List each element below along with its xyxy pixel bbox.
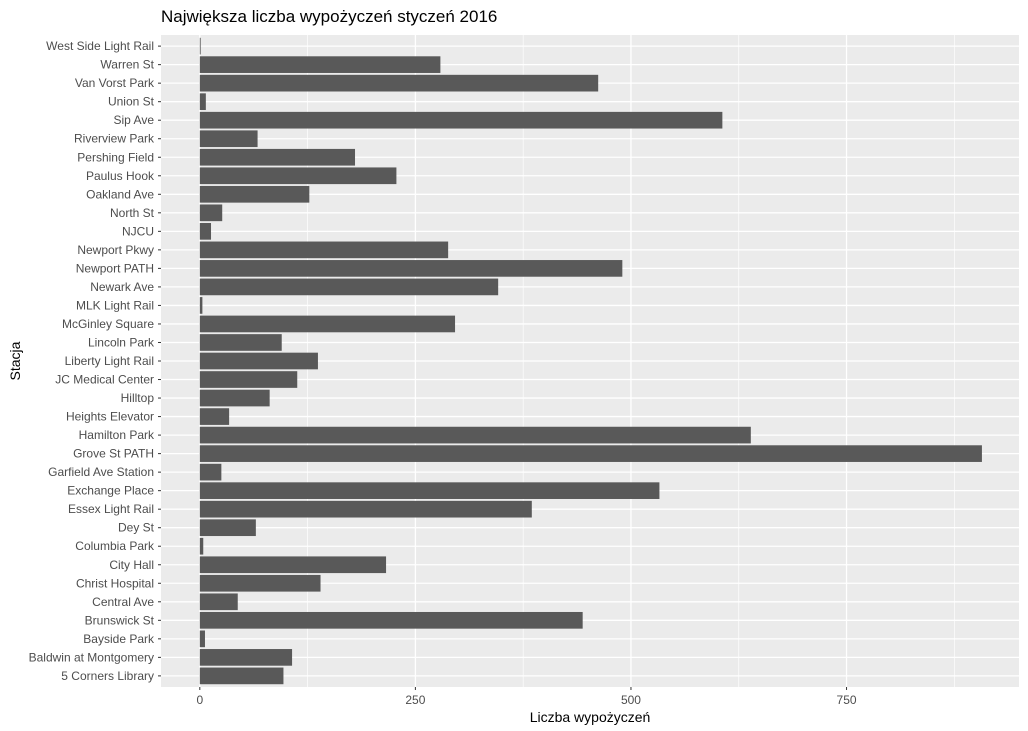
bar: [199, 297, 203, 314]
y-tick-label: Newport PATH: [76, 261, 154, 275]
bar: [199, 334, 282, 351]
y-tick-label: Bayside Park: [83, 632, 155, 646]
y-tick-label: Hamilton Park: [79, 428, 155, 442]
y-tick-label: Grove St PATH: [73, 447, 154, 461]
bar: [199, 241, 449, 259]
y-axis: 5 Corners Library Baldwin at Montgomery Ba…: [29, 39, 161, 683]
y-tick-label: Paulus Hook: [86, 169, 155, 183]
y-tick-label: Pershing Field: [77, 150, 154, 164]
bar: [199, 611, 583, 629]
bar: [199, 463, 222, 481]
y-tick-label: MLK Light Rail: [76, 298, 154, 312]
y-tick-label: JC Medical Center: [55, 373, 154, 387]
bar: [199, 56, 441, 73]
y-tick-label: 5 Corners Library: [61, 669, 154, 683]
bar: [199, 556, 387, 574]
y-axis-title: Stacja: [7, 341, 23, 380]
y-tick-label: Central Ave: [92, 595, 154, 609]
y-tick-label: Columbia Park: [75, 539, 155, 553]
bar: [199, 426, 751, 444]
bar: [199, 167, 397, 185]
y-tick-label: Exchange Place: [67, 484, 154, 498]
y-tick-label: Garfield Ave Station: [48, 465, 154, 479]
y-tick-label: City Hall: [109, 558, 154, 572]
bar: [199, 371, 298, 388]
bar: [199, 593, 238, 611]
y-tick-label: Baldwin at Montgomery: [29, 650, 154, 664]
y-tick-label: Warren St: [100, 58, 154, 72]
x-tick-label: 250: [405, 693, 425, 707]
bar: [199, 204, 223, 222]
x-axis: 0 250 500 750: [196, 687, 857, 707]
y-tick-label: Lincoln Park: [88, 335, 155, 349]
bar: [199, 111, 723, 129]
bar: [199, 630, 205, 648]
bar: [199, 185, 310, 203]
y-tick-label: Oakland Ave: [86, 187, 154, 201]
bar: [199, 519, 256, 537]
bar: [199, 408, 230, 425]
bar: [199, 482, 660, 499]
y-tick-label: Christ Hospital: [76, 576, 154, 590]
bar: [199, 667, 284, 685]
y-tick-label: Newport Pkwy: [77, 243, 154, 257]
y-tick-label: Heights Elevator: [66, 410, 154, 424]
x-axis-title: Liczba wypożyczeń: [530, 709, 651, 725]
y-tick-label: Sip Ave: [114, 113, 155, 127]
bar: [199, 37, 201, 55]
bars: [199, 37, 982, 685]
y-tick-label: Liberty Light Rail: [65, 354, 154, 368]
y-tick-label: NJCU: [122, 224, 154, 238]
chart-title: Największa liczba wypożyczeń styczeń 201…: [161, 7, 497, 26]
y-tick-label: Dey St: [118, 521, 155, 535]
bar: [199, 315, 456, 333]
bar: [199, 278, 499, 296]
bar: [199, 389, 270, 407]
y-tick-label: Hilltop: [121, 391, 155, 405]
x-tick-label: 750: [837, 693, 857, 707]
y-tick-label: Van Vorst Park: [75, 76, 155, 90]
y-tick-label: Brunswick St: [85, 613, 155, 627]
y-tick-label: Riverview Park: [74, 132, 155, 146]
y-tick-label: Essex Light Rail: [68, 502, 154, 516]
bar: [199, 93, 206, 111]
y-tick-label: Union St: [108, 95, 155, 109]
bar: [199, 500, 532, 518]
y-tick-label: West Side Light Rail: [46, 39, 154, 53]
bar: [199, 130, 258, 148]
x-tick-label: 0: [196, 693, 203, 707]
bar: [199, 352, 318, 370]
bar: [199, 223, 212, 240]
y-tick-label: Newark Ave: [90, 280, 154, 294]
bar: [199, 74, 599, 92]
x-tick-label: 500: [621, 693, 641, 707]
bar: [199, 148, 356, 166]
bar: [199, 260, 623, 277]
bar: [199, 574, 321, 592]
bar: [199, 649, 293, 666]
y-tick-label: North St: [110, 206, 155, 220]
bar: [199, 537, 204, 555]
y-tick-label: McGinley Square: [62, 317, 154, 331]
bar: [199, 445, 982, 462]
